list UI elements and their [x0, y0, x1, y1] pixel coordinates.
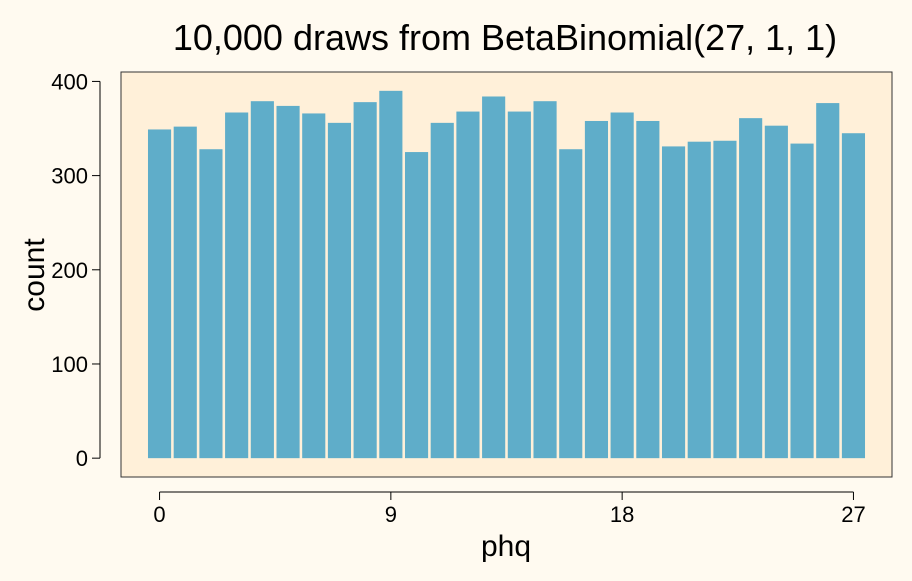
bar-phq-13 [482, 96, 506, 459]
bar-phq-14 [507, 111, 531, 459]
y-tick-label-0: 0 [76, 446, 88, 471]
x-tick-label-9: 9 [385, 502, 397, 527]
bar-phq-16 [559, 149, 583, 459]
bar-phq-12 [456, 111, 480, 459]
bar-phq-4 [250, 101, 274, 459]
y-tick-label-300: 300 [51, 164, 88, 189]
bar-phq-10 [404, 152, 429, 459]
bar-phq-15 [533, 101, 557, 459]
bar-phq-11 [430, 122, 454, 459]
bar-phq-6 [302, 113, 326, 459]
bar-phq-17 [584, 120, 609, 459]
y-tick-label-100: 100 [51, 352, 88, 377]
bar-phq-23 [739, 118, 763, 459]
bar-phq-1 [173, 126, 197, 459]
bar-phq-3 [225, 112, 249, 459]
x-tick-label-18: 18 [610, 502, 634, 527]
bar-phq-27 [841, 133, 866, 459]
y-axis-label: count [18, 238, 51, 312]
x-tick-label-27: 27 [841, 502, 865, 527]
bar-phq-19 [636, 120, 660, 459]
bar-phq-26 [816, 103, 840, 459]
bar-phq-9 [379, 90, 403, 459]
x-tick-label-0: 0 [153, 502, 165, 527]
bars-layer [147, 90, 866, 459]
bar-phq-5 [276, 105, 300, 459]
chart-title: 10,000 draws from BetaBinomial(27, 1, 1) [173, 17, 837, 58]
y-tick-label-400: 400 [51, 69, 88, 94]
y-tick-label-200: 200 [51, 258, 88, 283]
x-axis: 0 9 18 27 [153, 491, 866, 527]
bar-phq-25 [790, 143, 814, 459]
bar-phq-20 [661, 146, 686, 459]
y-axis: 0 100 200 300 400 [51, 69, 101, 471]
bar-phq-24 [764, 125, 788, 459]
bar-phq-2 [199, 149, 223, 459]
plot-panel [120, 71, 893, 478]
bar-phq-21 [687, 141, 711, 459]
bar-phq-18 [610, 112, 634, 459]
bar-phq-7 [327, 122, 352, 459]
bar-phq-8 [353, 102, 377, 459]
bar-phq-22 [713, 140, 737, 459]
x-axis-label: phq [481, 530, 531, 563]
bar-phq-0 [147, 129, 172, 459]
